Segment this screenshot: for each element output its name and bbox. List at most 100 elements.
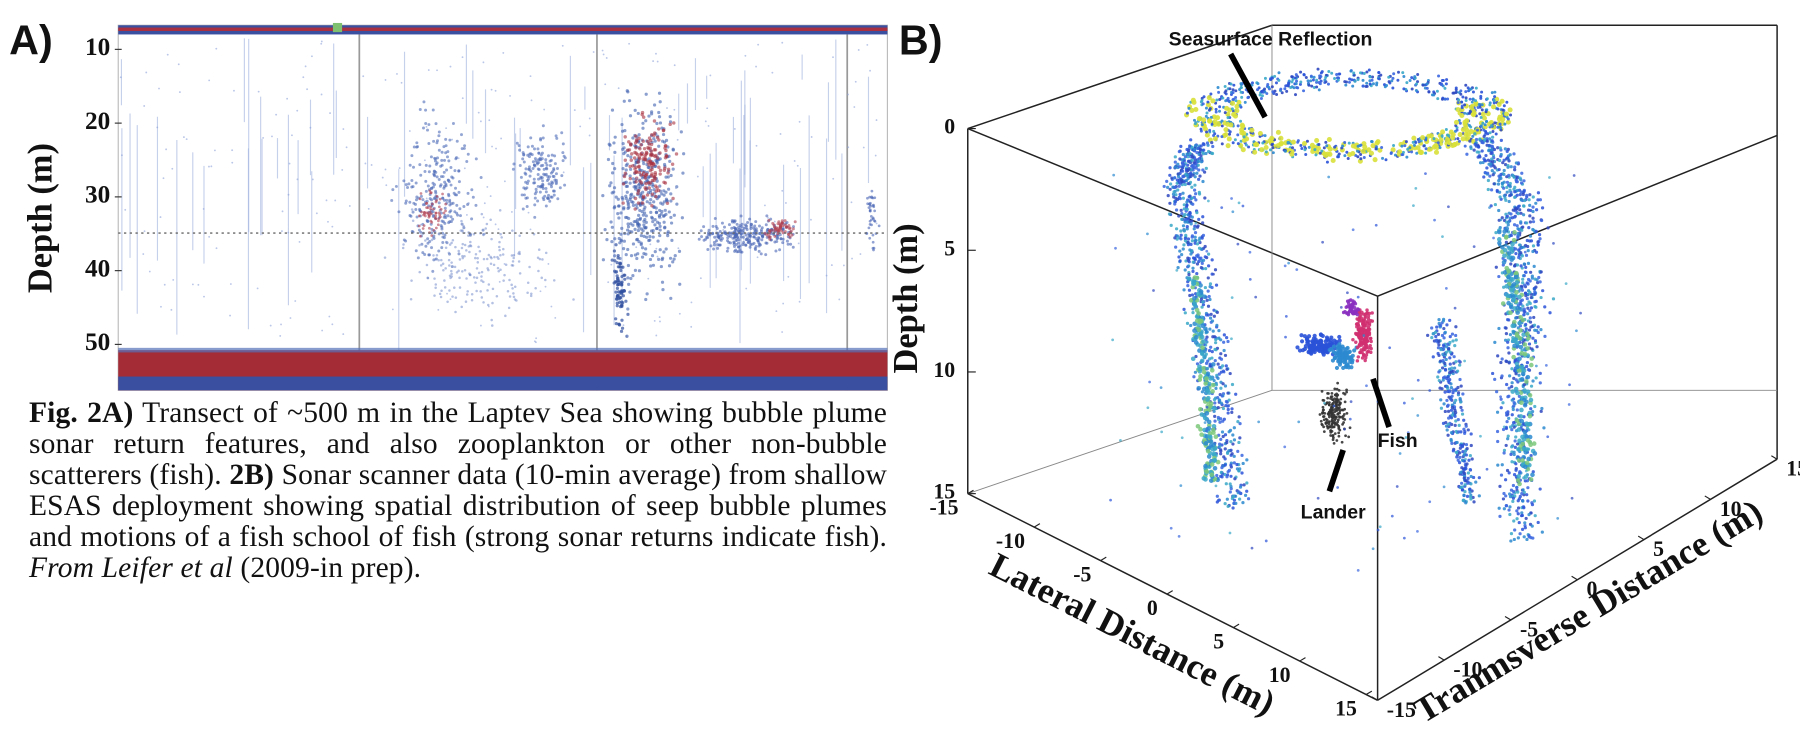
sonar-point — [712, 225, 715, 228]
sonar-point — [1167, 194, 1170, 197]
sonar-point — [1229, 130, 1232, 133]
sonar-point — [640, 234, 643, 237]
sonar-point — [1240, 454, 1243, 457]
sonar-point — [523, 160, 526, 163]
sonar-point — [480, 275, 483, 278]
sonar-point — [619, 211, 622, 214]
sonar-point — [613, 151, 616, 154]
sonar-point — [674, 254, 677, 257]
sonar-point — [1496, 430, 1499, 433]
sonar-point — [1278, 136, 1283, 141]
sonar-point — [545, 173, 548, 176]
sonar-point — [438, 149, 441, 152]
sonar-point — [653, 223, 656, 226]
sonar-point — [1327, 83, 1330, 86]
sonar-point — [230, 283, 232, 285]
sonar-point — [1182, 308, 1185, 311]
sonar-point — [858, 49, 860, 51]
sonar-point — [660, 265, 663, 268]
sonar-point — [1480, 91, 1483, 94]
sonar-point — [1217, 86, 1220, 89]
sonar-point — [262, 137, 264, 139]
sonar-point — [437, 134, 440, 137]
sonar-point — [855, 81, 857, 83]
sonar-point — [465, 160, 468, 163]
sonar-point — [1524, 291, 1527, 294]
sonar-point — [629, 114, 632, 117]
sonar-point — [302, 76, 304, 78]
sonar-point — [1448, 356, 1451, 359]
sonar-point — [1306, 140, 1309, 143]
sonar-point — [617, 290, 620, 293]
sonar-point — [650, 133, 653, 136]
sonar-point — [1377, 71, 1380, 74]
sonar-point — [447, 179, 450, 182]
sonar-point — [1302, 89, 1305, 92]
sonar-point — [1512, 230, 1517, 235]
sonar-point — [1231, 383, 1234, 386]
sonar-point — [672, 121, 675, 124]
sonar-point — [442, 269, 445, 272]
sonar-point — [1183, 207, 1186, 210]
sonar-point — [467, 192, 470, 195]
sonar-point — [626, 276, 629, 279]
sonar-point — [511, 229, 514, 232]
sonar-point — [1457, 101, 1460, 104]
sonar-point — [197, 284, 199, 286]
sonar-point — [1207, 150, 1210, 153]
sonar-point — [258, 91, 260, 93]
sonar-point — [1188, 212, 1191, 215]
sonar-point — [1525, 538, 1528, 541]
sonar-point — [1269, 136, 1274, 141]
sonar-point — [513, 296, 516, 299]
sonar-point — [449, 243, 452, 246]
sonar-point — [1509, 495, 1512, 498]
sonar-point — [233, 90, 235, 92]
sonar-point — [534, 340, 536, 342]
sonar-point — [1193, 189, 1196, 192]
sonar-point — [563, 155, 566, 158]
sonar-point — [453, 169, 456, 172]
sonar-point — [482, 301, 485, 304]
sonar-point — [660, 210, 663, 213]
sonar-point — [1514, 316, 1517, 319]
sonar-point — [1325, 152, 1330, 157]
sonar-point — [1310, 143, 1315, 148]
sonar-point — [1225, 441, 1228, 444]
sonar-point — [364, 163, 366, 165]
sonar-point — [1187, 273, 1190, 276]
sonar-point — [632, 242, 635, 245]
sonar-point — [474, 257, 477, 260]
sonar-point — [722, 229, 724, 231]
sonar-point — [663, 200, 666, 203]
sonar-point — [1522, 190, 1525, 193]
sonar-point — [616, 287, 619, 290]
sonar-point — [1453, 344, 1456, 347]
sonar-point — [1456, 129, 1459, 132]
sonar-point — [572, 298, 575, 301]
sonar-point — [1456, 441, 1459, 444]
sonar-point — [160, 306, 162, 308]
sonar-point — [1498, 515, 1501, 518]
sonar-point — [1230, 411, 1233, 414]
sonar-point — [405, 183, 408, 186]
sonar-point — [475, 253, 478, 256]
sonar-point — [1220, 371, 1223, 374]
sonar-point — [520, 176, 523, 179]
sonar-point — [646, 292, 649, 295]
sonar-point — [876, 222, 878, 224]
sonar-point — [1468, 124, 1471, 127]
sonar-point — [690, 326, 692, 328]
sonar-point — [636, 160, 639, 163]
sonar-point — [811, 136, 813, 138]
sonar-point — [1199, 154, 1202, 157]
sonar-point — [1256, 82, 1259, 85]
sonar-point — [1481, 108, 1484, 111]
sonar-point — [1439, 348, 1442, 351]
sonar-point — [1491, 91, 1494, 94]
sonar-point — [427, 184, 430, 187]
sonar-point — [545, 286, 547, 288]
sonar-point — [490, 238, 493, 241]
sonar-point — [1531, 210, 1534, 213]
sonar-point — [1194, 192, 1197, 195]
